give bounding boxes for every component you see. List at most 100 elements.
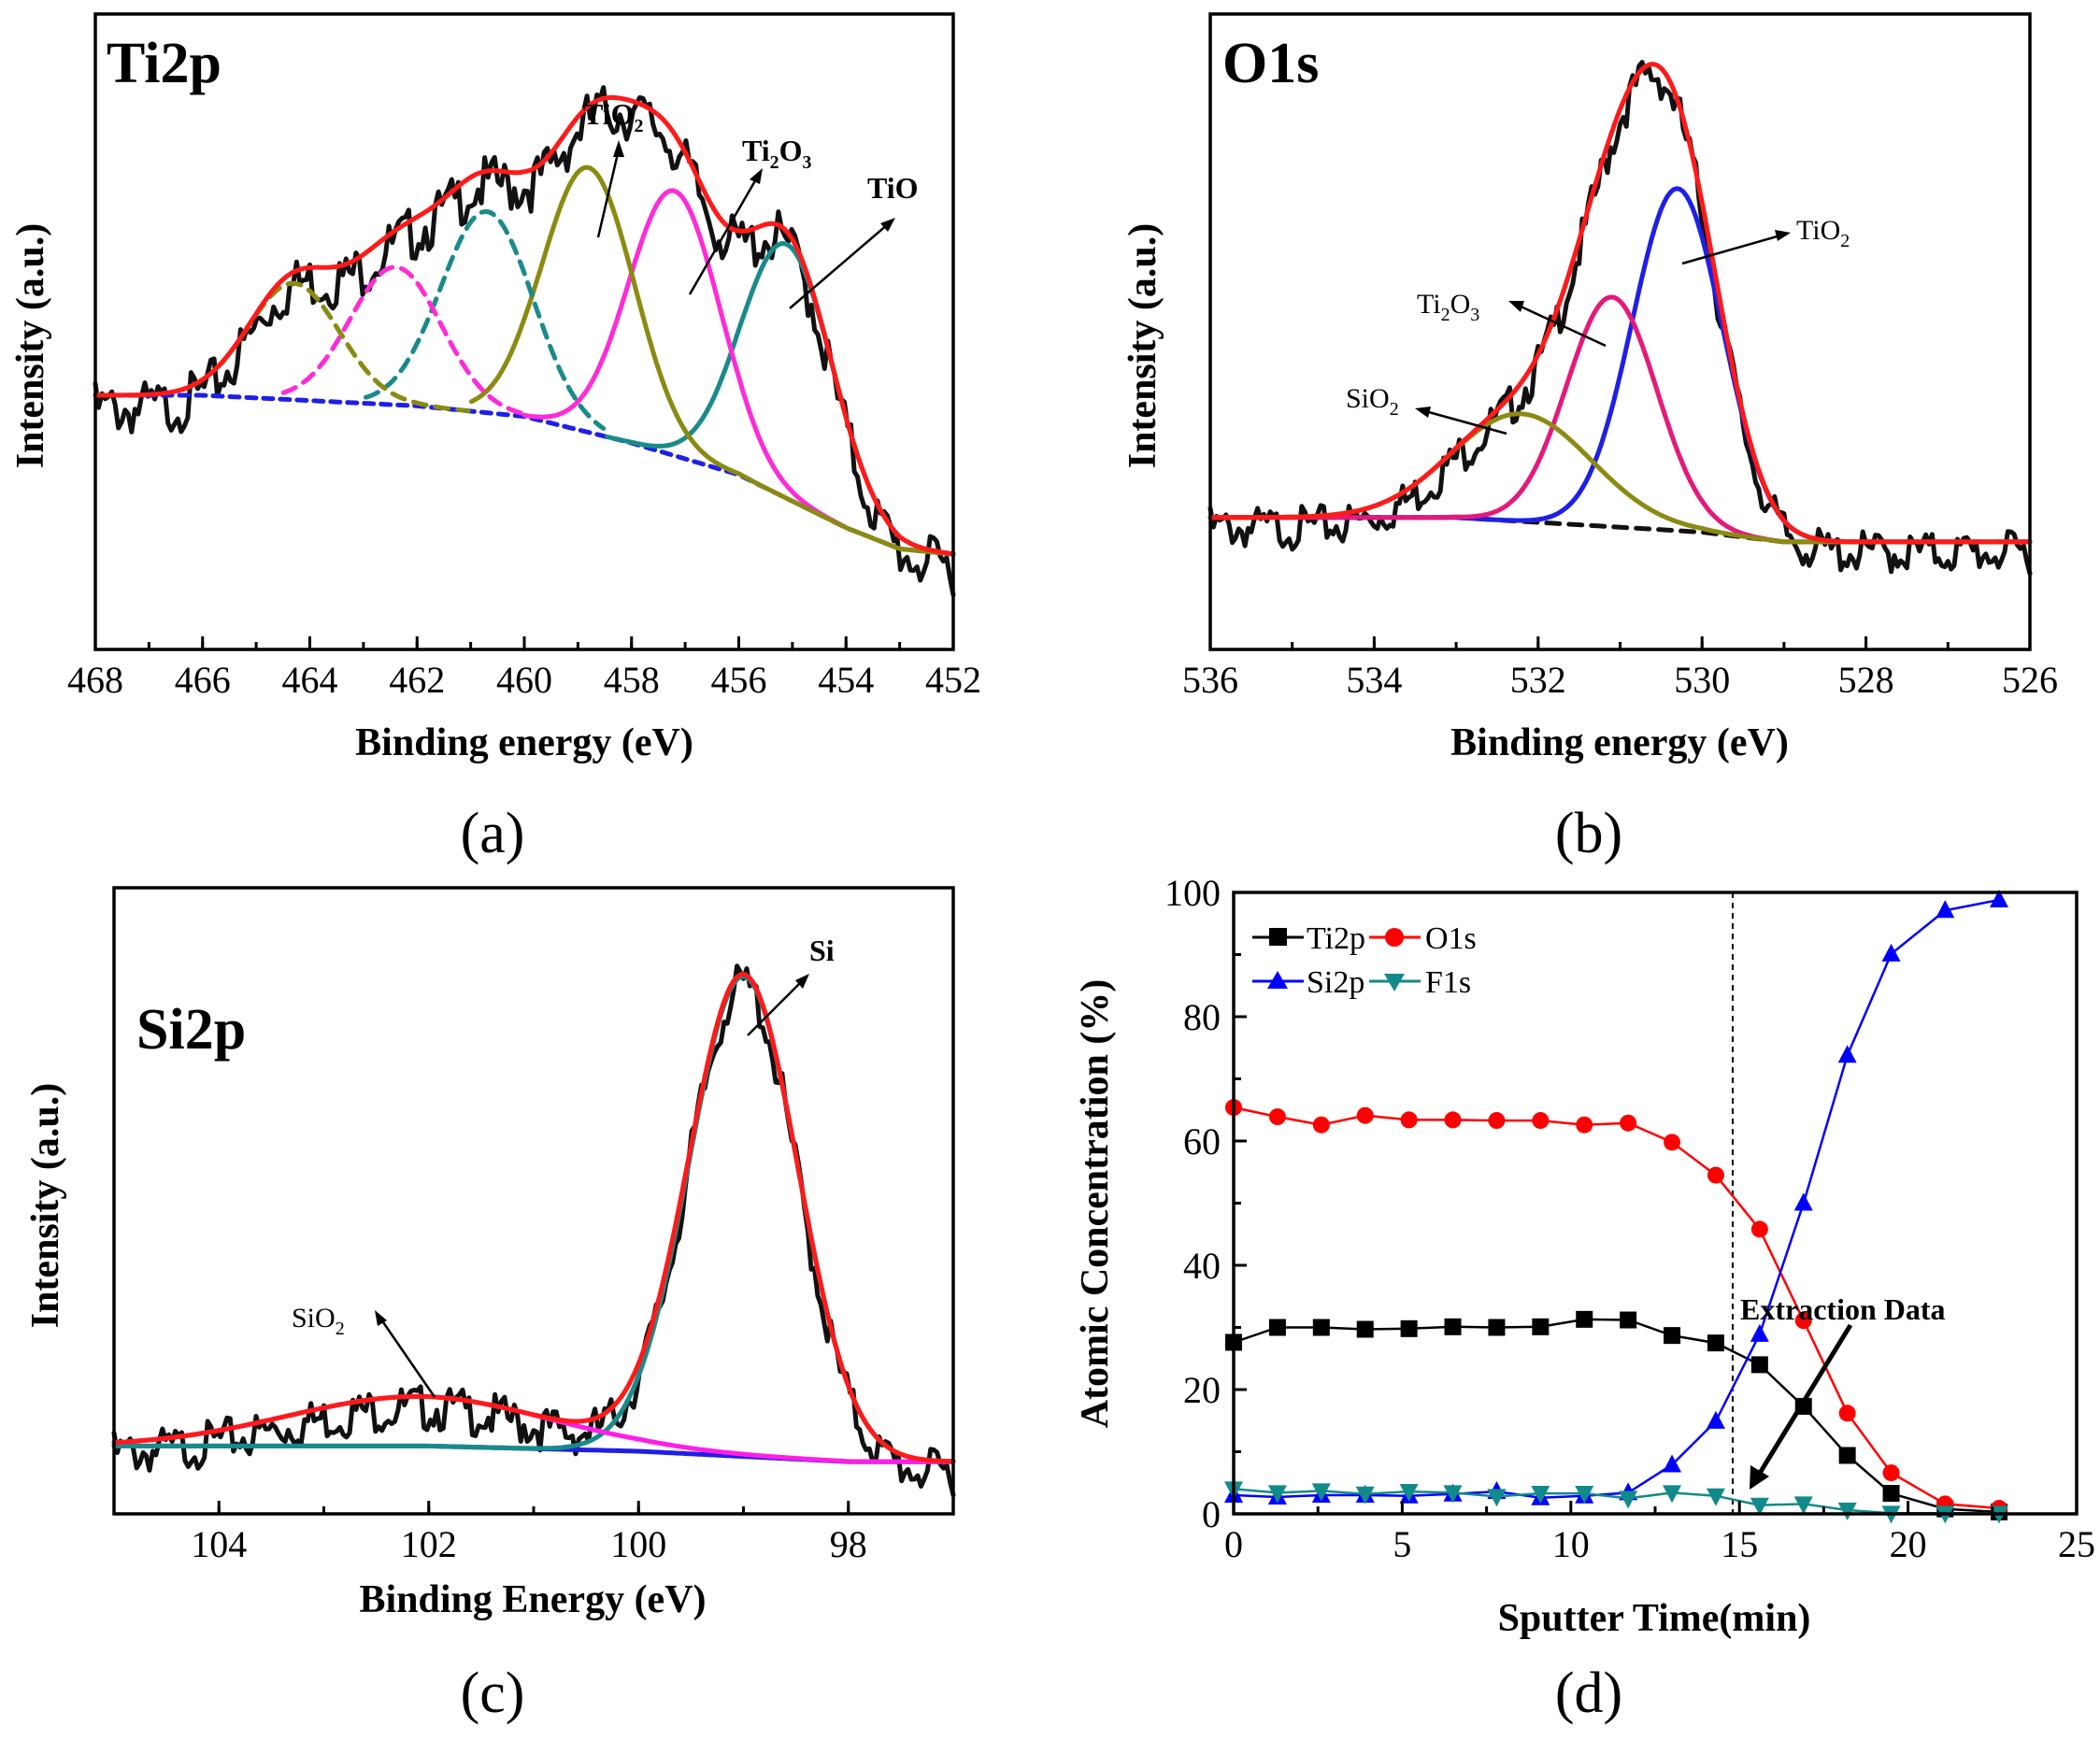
panel-d-ticks: 0 5 10 15 20 25 0 20 40 60 80 100 — [1164, 872, 2095, 1565]
panel-c-x-tick-label: 102 — [401, 1523, 457, 1565]
panel-a-y-label: Intensity (a.u.) — [9, 223, 52, 469]
panel-b-y-label: Intensity (a.u.) — [1121, 223, 1164, 469]
panel-b-x-tick-label: 536 — [1182, 659, 1238, 701]
panel-d-si2p-point — [1750, 1323, 1769, 1342]
panel-d-series-si2p-line — [1233, 898, 2000, 1499]
panel-d-o1s-point — [1576, 1116, 1593, 1134]
panel-a-x-tick-label: 462 — [389, 659, 445, 701]
svg-text:Si: Si — [809, 934, 835, 967]
panel-c-plot-area — [111, 963, 956, 1498]
panel-d-f1s-point — [1575, 1486, 1594, 1505]
panel-d-x-tick-label: 0 — [1224, 1523, 1243, 1565]
panel-d-o1s-point — [1532, 1112, 1550, 1130]
panel-b-component-ti2o3 — [1207, 294, 2033, 545]
panel-c-annotation-sio2: SiO2 — [292, 1303, 436, 1398]
panel-a-component-tio-2p1-2 — [364, 208, 607, 431]
panel-b-caption: (b) — [1555, 802, 1622, 865]
panel-d-annotation-extraction: Extraction Data — [1740, 1292, 1946, 1490]
panel-a-x-ticks: 468 466 464 462 460 458 456 454 452 — [67, 636, 981, 701]
legend-entry-ti2p: Ti2p — [1252, 921, 1365, 956]
panel-d-x-tick-label: 25 — [2058, 1523, 2095, 1565]
panel-b-annotation-sio2: SiO2 — [1346, 383, 1507, 435]
svg-text:TiO2: TiO2 — [1796, 215, 1850, 251]
panel-d-y-tick-label: 0 — [1202, 1493, 1221, 1535]
panel-a-plot-area — [93, 85, 956, 598]
panel-d-o1s-point — [1400, 1111, 1418, 1129]
panel-d-ti2p-point — [1268, 1319, 1286, 1336]
panel-d-si2p-point — [1663, 1454, 1682, 1473]
panel-d-x-tick-label: 20 — [1890, 1523, 1927, 1565]
panel-d-o1s-point — [1356, 1106, 1374, 1124]
panel-b-component-sio2 — [1207, 411, 2033, 545]
svg-text:Ti2p: Ti2p — [1307, 921, 1365, 956]
panel-a-component-tio — [604, 241, 956, 557]
panel-d-o1s-point — [1838, 1405, 1856, 1422]
panel-b-x-tick-label: 526 — [2002, 659, 2058, 701]
panel-c-frame — [112, 886, 955, 1516]
panel-d-ti2p-point — [1576, 1310, 1593, 1328]
svg-text:Si2p: Si2p — [1307, 965, 1364, 1000]
legend-entry-f1s: F1s — [1369, 965, 1471, 1000]
panel-a-title: Ti2p — [107, 32, 221, 95]
panel-d-f1s-point — [1837, 1503, 1857, 1521]
svg-text:O1s: O1s — [1425, 921, 1477, 956]
panel-c-si2p: 104 102 100 98 Si2p Binding Energy (eV) Int… — [24, 886, 956, 1725]
panel-d-x-label: Sputter Time(min) — [1498, 1597, 1811, 1640]
panel-b-x-ticks: 536 534 532 530 528 526 — [1182, 636, 2058, 701]
panel-d-f1s-point — [1706, 1488, 1725, 1506]
panel-d-series-ti2p-line — [1233, 1318, 2000, 1514]
svg-text:Ti2O3: Ti2O3 — [742, 134, 812, 173]
legend-entry-o1s: O1s — [1369, 921, 1477, 956]
panel-d-f1s-point — [1531, 1486, 1550, 1505]
panel-d-si2p-point — [1936, 900, 1955, 919]
svg-text:SiO2: SiO2 — [1346, 383, 1399, 420]
panel-d-o1s-point — [1750, 1220, 1768, 1238]
panel-a-component-tio2 — [469, 164, 956, 557]
panel-d-f1s-point — [1793, 1496, 1813, 1515]
panel-c-fit-envelope — [111, 972, 956, 1464]
panel-d-o1s-point — [1707, 1166, 1724, 1184]
panel-b-raw-spectrum — [1207, 60, 2033, 577]
panel-b-x-tick-label: 532 — [1510, 659, 1566, 701]
panel-c-raw-spectrum — [111, 963, 956, 1498]
svg-text:Ti2O3: Ti2O3 — [1417, 289, 1479, 325]
panel-d-f1s-point — [1355, 1486, 1375, 1505]
panel-a-x-tick-label: 452 — [925, 659, 981, 701]
panel-a-component-ti2o3-2p1-2 — [280, 264, 527, 417]
panel-a-raw-spectrum — [93, 85, 956, 598]
panel-d-x-tick-label: 5 — [1393, 1523, 1411, 1565]
panel-d-o1s-point — [1444, 1111, 1462, 1129]
panel-d-o1s-point — [1312, 1116, 1330, 1134]
panel-d-f1s-point — [1750, 1497, 1769, 1516]
panel-a-x-tick-label: 464 — [282, 659, 338, 701]
panel-a-x-tick-label: 456 — [711, 659, 767, 701]
panel-d-si2p-point — [1793, 1192, 1813, 1211]
panel-d-series-f1s-line — [1233, 1488, 1999, 1515]
panel-d-f1s-point — [1663, 1485, 1682, 1504]
panel-d-f1s-point — [1443, 1485, 1463, 1504]
panel-d-si2p-point — [1837, 1045, 1857, 1063]
panel-d-depth-profile: 0 5 10 15 20 25 0 20 40 60 80 100 Sputter Time(min)… — [1074, 872, 2095, 1725]
panel-a-component-ti2o3 — [521, 188, 847, 529]
panel-b-title: O1s — [1222, 32, 1319, 95]
svg-text:F1s: F1s — [1425, 965, 1471, 1000]
panel-c-x-tick-label: 98 — [830, 1523, 867, 1565]
panel-d-o1s-point — [1794, 1312, 1812, 1330]
panel-a-background — [93, 392, 956, 557]
panel-b-plot-area — [1207, 60, 2033, 577]
panel-c-title: Si2p — [136, 998, 246, 1062]
panel-c-x-label: Binding Energy (eV) — [359, 1578, 706, 1621]
panel-d-ti2p-point — [1356, 1320, 1374, 1338]
panel-d-o1s-point — [1620, 1114, 1637, 1132]
panel-d-ti2p-point — [1620, 1311, 1637, 1329]
panel-a-x-tick-label: 466 — [175, 659, 231, 701]
panel-d-x-tick-label: 10 — [1552, 1523, 1590, 1565]
panel-d-f1s-point — [1267, 1485, 1287, 1504]
svg-text:SiO2: SiO2 — [292, 1303, 345, 1339]
panel-a-x-tick-label: 458 — [604, 659, 660, 701]
panel-a-x-label: Binding energy (eV) — [355, 721, 693, 764]
panel-a-x-tick-label: 468 — [67, 659, 123, 701]
panel-d-ti2p-point — [1444, 1318, 1462, 1335]
panel-a-annotation-tio2: TiO2 — [583, 97, 644, 238]
panel-d-caption: (d) — [1555, 1662, 1622, 1725]
